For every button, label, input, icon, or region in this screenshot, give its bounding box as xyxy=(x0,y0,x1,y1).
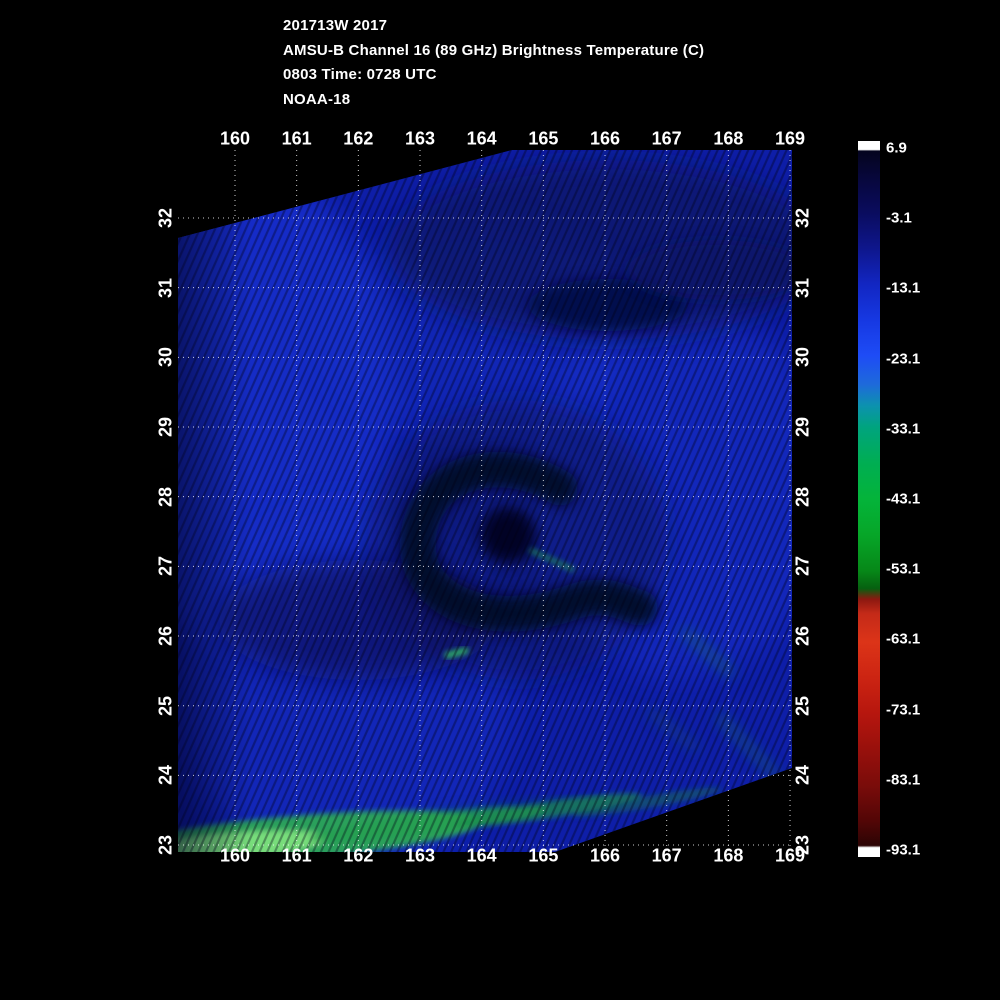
lon-tick-label-top-165: 165 xyxy=(528,128,559,149)
lon-tick-label-bottom-165: 165 xyxy=(528,845,559,866)
lat-tick-label-left-30: 30 xyxy=(155,347,176,368)
title-block: 201713W 2017 AMSU-B Channel 16 (89 GHz) … xyxy=(283,14,704,112)
lon-tick-label-bottom-164: 164 xyxy=(466,845,497,866)
lat-tick-label-right-27: 27 xyxy=(792,556,813,577)
lat-tick-label-left-26: 26 xyxy=(155,626,176,647)
lon-tick-label-bottom-169: 169 xyxy=(774,845,806,866)
colorbar-tick-label--53.1: -53.1 xyxy=(886,560,921,578)
lat-tick-label-left-29: 29 xyxy=(155,416,176,438)
title-line-satellite: NOAA-18 xyxy=(283,90,351,108)
colorbar-tick-label--43.1: -43.1 xyxy=(886,490,921,508)
lat-tick-label-left-24: 24 xyxy=(155,765,176,786)
lat-tick-label-right-26: 26 xyxy=(792,626,813,647)
lon-tick-label-top-167: 167 xyxy=(651,128,682,149)
title-line-time: 0803 Time: 0728 UTC xyxy=(283,66,437,83)
colorbar-tick-label--63.1: -63.1 xyxy=(886,630,921,648)
swath-raster xyxy=(178,150,792,852)
lat-tick-label-left-28: 28 xyxy=(155,486,176,507)
grid-layer xyxy=(178,150,792,852)
colorbar-tick-label--3.1: -3.1 xyxy=(886,209,912,227)
colorbar-tick-label--33.1: -33.1 xyxy=(886,420,921,438)
lat-tick-label-left-27: 27 xyxy=(155,556,176,577)
lon-tick-label-top-168: 168 xyxy=(713,128,744,149)
lon-tick-label-top-163: 163 xyxy=(404,128,436,149)
colorbar-tick-label--23.1: -23.1 xyxy=(886,350,921,368)
satellite-swath-image xyxy=(178,150,792,852)
lat-tick-label-right-31: 31 xyxy=(792,277,813,298)
lat-tick-label-left-31: 31 xyxy=(155,277,176,298)
lat-tick-label-left-32: 32 xyxy=(155,207,176,229)
lon-tick-label-bottom-162: 162 xyxy=(343,845,374,866)
lon-tick-label-top-161: 161 xyxy=(281,128,312,149)
lat-tick-label-right-25: 25 xyxy=(792,695,813,716)
lat-tick-label-right-29: 29 xyxy=(792,416,813,438)
lat-tick-label-right-32: 32 xyxy=(792,207,813,229)
lat-tick-label-left-25: 25 xyxy=(155,695,176,716)
lon-tick-label-bottom-167: 167 xyxy=(651,845,682,866)
lon-tick-label-bottom-163: 163 xyxy=(404,845,436,866)
title-line-storm-id: 201713W 2017 xyxy=(283,17,388,34)
colorbar-tick-label--13.1: -13.1 xyxy=(886,279,921,297)
lon-tick-label-bottom-168: 168 xyxy=(713,845,744,866)
lon-tick-label-bottom-160: 160 xyxy=(219,845,251,866)
lon-tick-label-top-166: 166 xyxy=(589,128,621,149)
lon-tick-label-top-164: 164 xyxy=(466,128,497,149)
lat-tick-label-right-23: 23 xyxy=(792,835,813,856)
colorbar-tick-label--83.1: -83.1 xyxy=(886,771,921,789)
lon-tick-label-bottom-166: 166 xyxy=(589,845,621,866)
lon-tick-label-top-160: 160 xyxy=(219,128,251,149)
title-line-product: AMSU-B Channel 16 (89 GHz) Brightness Te… xyxy=(283,41,705,59)
lat-tick-label-left-23: 23 xyxy=(155,835,176,856)
lat-tick-label-right-28: 28 xyxy=(792,486,813,507)
lat-tick-label-right-24: 24 xyxy=(792,765,813,786)
colorbar-gradient xyxy=(858,141,880,857)
colorbar-tick-label-6.9: 6.9 xyxy=(886,139,907,157)
colorbar-tick-label--73.1: -73.1 xyxy=(886,701,921,719)
lon-tick-label-top-162: 162 xyxy=(343,128,374,149)
lon-tick-label-top-169: 169 xyxy=(774,128,806,149)
colorbar-tick-label--93.1: -93.1 xyxy=(886,841,921,859)
lat-tick-label-right-30: 30 xyxy=(792,347,813,368)
map-plot xyxy=(178,150,792,852)
lon-tick-label-bottom-161: 161 xyxy=(281,845,312,866)
